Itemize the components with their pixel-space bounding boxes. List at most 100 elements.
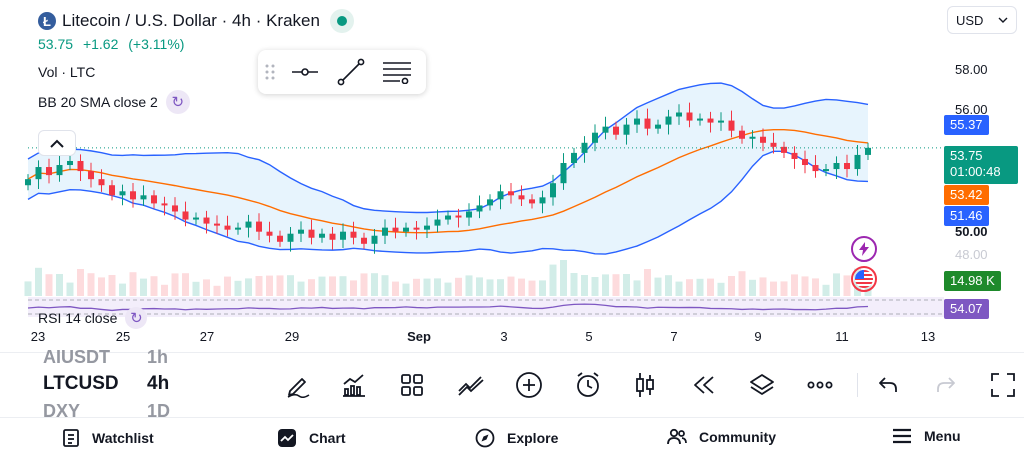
symbol-switcher[interactable]: AIUSDT 1h LTCUSD 4h DXY 1D: [43, 347, 243, 421]
fullscreen-button[interactable]: [987, 369, 1019, 401]
chart-area[interactable]: Ł Litecoin / U.S. Dollar · 4h · Kraken 5…: [0, 0, 1024, 352]
volume-bar: [255, 276, 263, 296]
candle-body: [308, 229, 315, 238]
compare-button[interactable]: [455, 369, 487, 401]
volume-bar: [308, 279, 315, 296]
candle-body: [487, 199, 493, 206]
volume-bar: [623, 274, 630, 296]
object-tree-button[interactable]: [746, 369, 778, 401]
pencil-icon: [287, 378, 310, 398]
redo-button[interactable]: [930, 369, 962, 401]
candle-body: [833, 163, 840, 170]
candle-body: [781, 146, 787, 153]
nav-menu[interactable]: Menu: [892, 428, 961, 444]
candle-body: [235, 227, 241, 230]
volume-bar: [318, 276, 326, 296]
lightning-icon[interactable]: [851, 236, 877, 262]
last-price-tag-value: 53.75: [950, 148, 983, 163]
bb-basis-tag: 53.42: [944, 185, 989, 205]
more-dots-icon: [807, 381, 833, 389]
volume-bar: [339, 276, 347, 296]
volume-bar: [66, 282, 74, 296]
drawing-tools-button[interactable]: [282, 369, 314, 401]
candle-body: [224, 225, 231, 230]
volume-bar: [444, 282, 452, 296]
candle-body: [172, 205, 178, 212]
currency-select[interactable]: USD: [947, 6, 1017, 34]
horizontal-line-tool-icon[interactable]: [282, 50, 328, 94]
indicators-button[interactable]: [338, 369, 370, 401]
undo-button[interactable]: [872, 369, 904, 401]
volume-bar: [791, 274, 798, 296]
current-symbol[interactable]: LTCUSD: [43, 373, 119, 394]
volume-bar: [770, 281, 777, 296]
volume-indicator-label[interactable]: Vol · LTC: [38, 64, 96, 80]
candle-body: [424, 225, 430, 230]
volume-bar: [686, 279, 693, 296]
volume-bar: [486, 279, 494, 296]
time-label: 5: [585, 329, 593, 344]
previous-interval[interactable]: 1h: [147, 347, 169, 367]
refresh-icon[interactable]: ↻: [165, 90, 190, 114]
us-flag-icon[interactable]: [851, 266, 877, 292]
volume-bar: [98, 277, 105, 296]
next-interval[interactable]: 1D: [147, 401, 171, 421]
drag-handle-icon[interactable]: [258, 50, 282, 94]
volume-bar: [24, 281, 32, 296]
candle-body: [760, 136, 766, 143]
layouts-button[interactable]: [396, 369, 428, 401]
volume-bar: [108, 275, 116, 296]
candle-body: [518, 195, 525, 200]
nav-watchlist[interactable]: Watchlist: [62, 428, 154, 448]
candle-body: [728, 120, 735, 131]
volume-bar: [749, 279, 756, 296]
candle-body: [119, 191, 126, 196]
add-symbol-button[interactable]: [513, 369, 545, 401]
last-price: 53.75: [38, 36, 74, 52]
nav-chart[interactable]: Chart: [277, 428, 346, 448]
rsi-indicator-label[interactable]: RSI 14 close: [38, 310, 118, 326]
next-symbol[interactable]: DXY: [43, 401, 81, 421]
candle-body: [739, 130, 745, 139]
candle-body: [686, 112, 693, 121]
candle-body: [697, 118, 703, 121]
bollinger-indicator-label[interactable]: BB 20 SMA close 2: [38, 94, 158, 110]
volume-bar: [812, 278, 819, 296]
price-tick: 48.00: [955, 247, 988, 262]
chart-type-button[interactable]: [629, 369, 661, 401]
candle-body: [476, 205, 483, 212]
candle-body: [161, 203, 168, 206]
bottom-navigation: Watchlist Chart Explore Community Menu: [0, 417, 1024, 461]
candle-body: [550, 183, 556, 198]
nav-label: Watchlist: [92, 430, 154, 446]
symbol-title[interactable]: Litecoin / U.S. Dollar · 4h · Kraken: [62, 11, 320, 30]
toolbar-divider: [857, 373, 858, 397]
trend-line-tool-icon[interactable]: [328, 50, 374, 94]
alerts-button[interactable]: [572, 369, 604, 401]
nav-label: Chart: [309, 430, 346, 446]
fib-retracement-tool-icon[interactable]: [374, 50, 420, 94]
candle-body: [865, 147, 871, 155]
volume-bar: [203, 279, 210, 296]
price-change-percent: (+3.11%): [128, 36, 185, 52]
market-status-icon[interactable]: [329, 9, 354, 33]
refresh-icon[interactable]: ↻: [125, 307, 148, 329]
volume-bar: [182, 273, 189, 296]
collapse-legend-button[interactable]: [38, 130, 76, 156]
price-chart[interactable]: [0, 0, 1024, 352]
candle-body: [109, 185, 115, 196]
current-interval[interactable]: 4h: [147, 373, 170, 394]
nav-explore[interactable]: Explore: [475, 428, 558, 448]
candle-body: [130, 191, 136, 200]
volume-bar: [129, 272, 137, 296]
volume-bar: [822, 284, 830, 296]
candle-body: [319, 233, 325, 238]
volume-bar: [759, 277, 767, 296]
candle-body: [466, 211, 472, 218]
candle-body: [25, 179, 31, 186]
replay-button[interactable]: [688, 369, 720, 401]
previous-symbol[interactable]: AIUSDT: [43, 347, 110, 367]
nav-community[interactable]: Community: [667, 428, 776, 446]
more-button[interactable]: [804, 369, 836, 401]
volume-bar: [497, 279, 504, 296]
